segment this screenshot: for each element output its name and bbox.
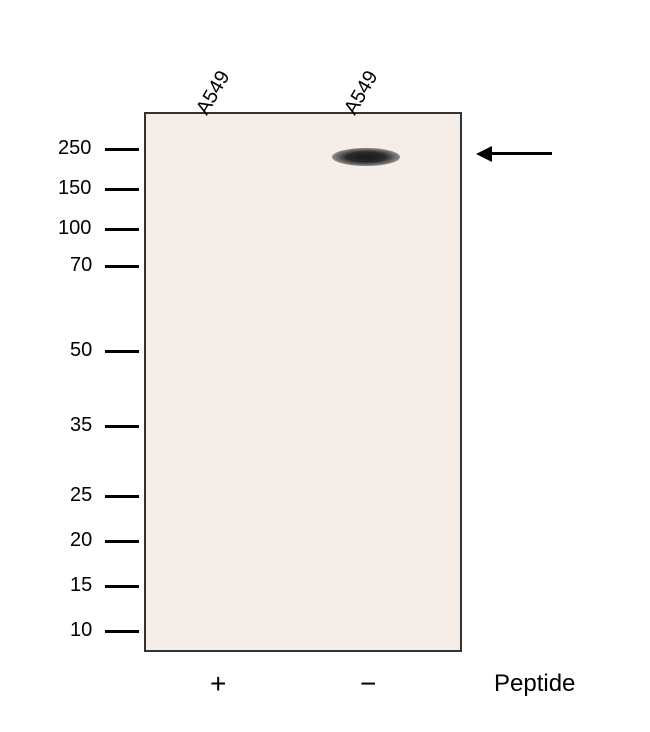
blot-membrane bbox=[144, 112, 462, 652]
peptide-text-label: Peptide bbox=[494, 670, 575, 698]
peptide-lane1-symbol: + bbox=[210, 668, 226, 700]
arrow-shaft bbox=[490, 152, 552, 155]
mw-marker-label: 10 bbox=[70, 619, 92, 642]
mw-marker-label: 150 bbox=[58, 177, 91, 200]
mw-marker-tick bbox=[105, 425, 139, 428]
mw-marker-label: 25 bbox=[70, 484, 92, 507]
mw-marker-label: 50 bbox=[70, 339, 92, 362]
mw-marker-tick bbox=[105, 630, 139, 633]
mw-marker-tick bbox=[105, 585, 139, 588]
peptide-lane2-symbol: − bbox=[360, 668, 376, 700]
protein-band bbox=[332, 148, 400, 166]
mw-marker-label: 35 bbox=[70, 414, 92, 437]
mw-marker-tick bbox=[105, 495, 139, 498]
mw-marker-tick bbox=[105, 540, 139, 543]
mw-marker-label: 100 bbox=[58, 217, 91, 240]
mw-marker-label: 70 bbox=[70, 254, 92, 277]
western-blot-figure: 25015010070503525201510 A549A549 +−Pepti… bbox=[0, 0, 650, 732]
mw-marker-tick bbox=[105, 265, 139, 268]
mw-marker-tick bbox=[105, 188, 139, 191]
mw-marker-label: 250 bbox=[58, 137, 91, 160]
mw-marker-tick bbox=[105, 350, 139, 353]
mw-marker-label: 20 bbox=[70, 529, 92, 552]
mw-marker-tick bbox=[105, 148, 139, 151]
mw-marker-label: 15 bbox=[70, 574, 92, 597]
mw-marker-tick bbox=[105, 228, 139, 231]
